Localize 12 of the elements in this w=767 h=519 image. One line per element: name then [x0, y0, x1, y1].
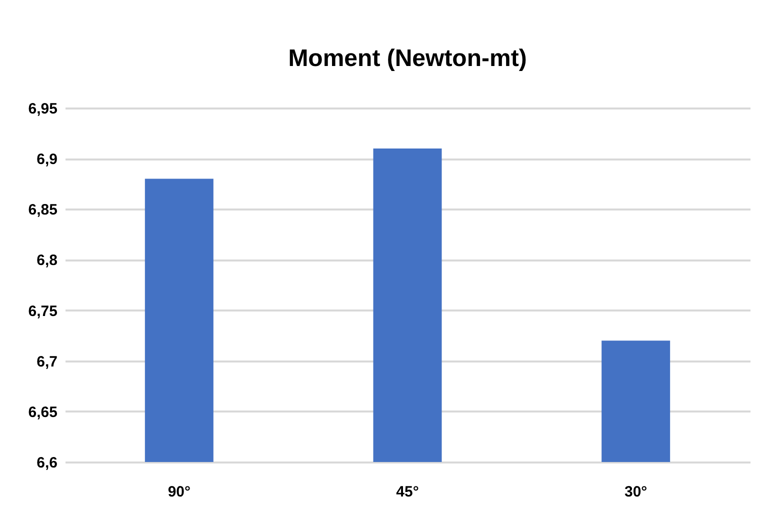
y-tick-label: 6,6: [36, 454, 58, 472]
chart-title: Moment (Newton-mt): [288, 45, 527, 72]
x-tick-label: 45°: [396, 484, 419, 500]
y-tick-label: 6,95: [28, 100, 58, 118]
y-tick-label: 6,85: [28, 202, 58, 219]
y-tick-label: 6,7: [36, 353, 58, 370]
y-tick-label: 6,65: [28, 404, 58, 421]
y-tick-label: 6,9: [36, 151, 58, 168]
x-tick-label: 90°: [168, 484, 191, 500]
y-tick-label: 6,8: [36, 252, 58, 270]
x-tick-label: 30°: [624, 484, 648, 500]
y-tick-label: 6,75: [28, 302, 58, 320]
